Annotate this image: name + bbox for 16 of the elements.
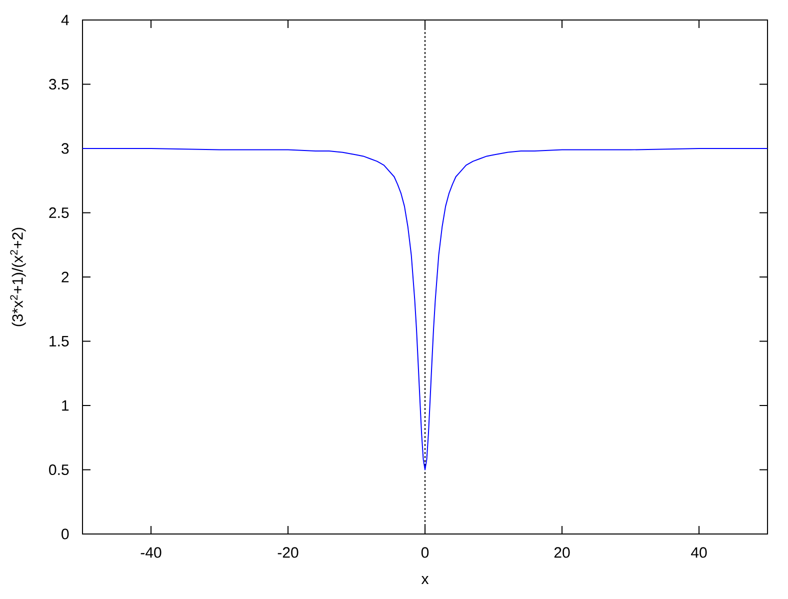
y-tick-label: 1.5 — [50, 336, 69, 346]
x-tick-label: 20 — [554, 547, 570, 558]
y-tick-label: 0.5 — [49, 464, 69, 476]
y-tick-label: 2.5 — [49, 207, 69, 218]
y-tick-label: 2 — [62, 272, 69, 282]
y-tick-label: 1 — [62, 400, 69, 411]
x-tick-label: -40 — [140, 547, 162, 558]
y-tick-label: 4 — [61, 14, 69, 26]
x-axis-title: x — [421, 576, 429, 584]
x-tick-label: 0 — [421, 547, 429, 558]
x-tick-label: -20 — [278, 547, 298, 558]
x-tick-label: 40 — [691, 547, 707, 558]
y-tick-label: 3.5 — [49, 78, 69, 90]
y-axis-title: (3*x$^{2}$+1)/(x$^{2}$+2) — [10, 228, 26, 326]
y-tick-label: 0 — [62, 528, 69, 540]
y-tick-label: 3 — [62, 143, 69, 154]
